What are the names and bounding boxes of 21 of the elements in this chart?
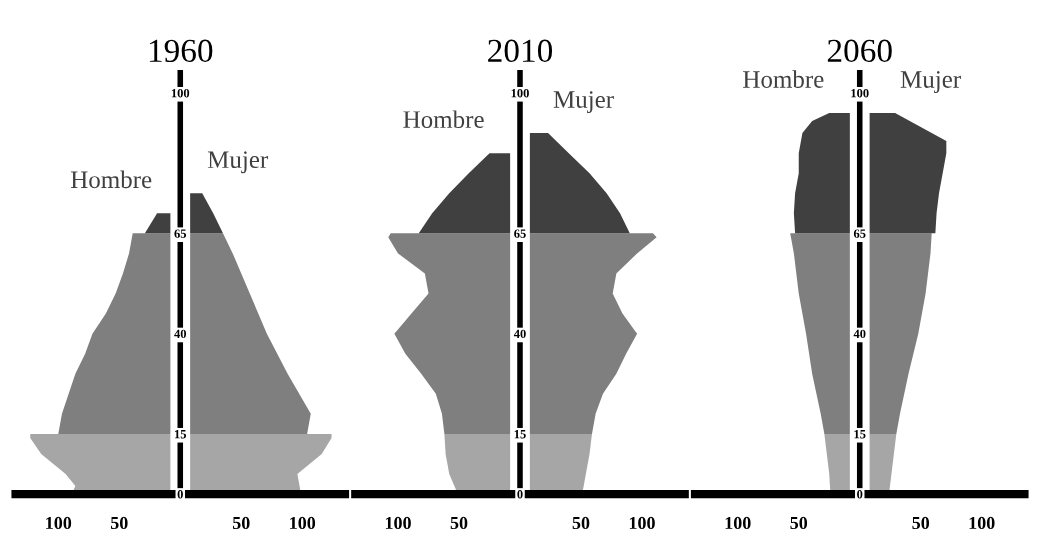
x-tick-label: 50 (912, 516, 930, 530)
chart-title: 2060 (827, 39, 892, 63)
x-tick-label: 100 (969, 516, 995, 530)
x-tick-label: 100 (46, 516, 72, 530)
x-tick-label: 50 (232, 516, 250, 530)
x-tick-label: 100 (290, 516, 316, 530)
series-label: Mujer (900, 71, 961, 93)
x-tick-label: 100 (725, 516, 751, 530)
x-tick-label: 50 (572, 516, 590, 530)
series-label: Hombre (70, 170, 152, 189)
x-tick-label: 50 (450, 516, 468, 530)
x-tick-label: 100 (385, 516, 411, 530)
x-tick-label: 50 (790, 516, 808, 530)
chart-title: 1960 (149, 39, 213, 63)
chart-title: 2010 (488, 39, 553, 63)
series-label: Hombre (743, 70, 824, 88)
series-label: Mujer (553, 91, 614, 114)
series-label: Mujer (207, 151, 269, 174)
x-tick-label: 100 (629, 516, 655, 530)
x-tick-label: 50 (110, 516, 128, 530)
series-label: Hombre (403, 110, 484, 128)
